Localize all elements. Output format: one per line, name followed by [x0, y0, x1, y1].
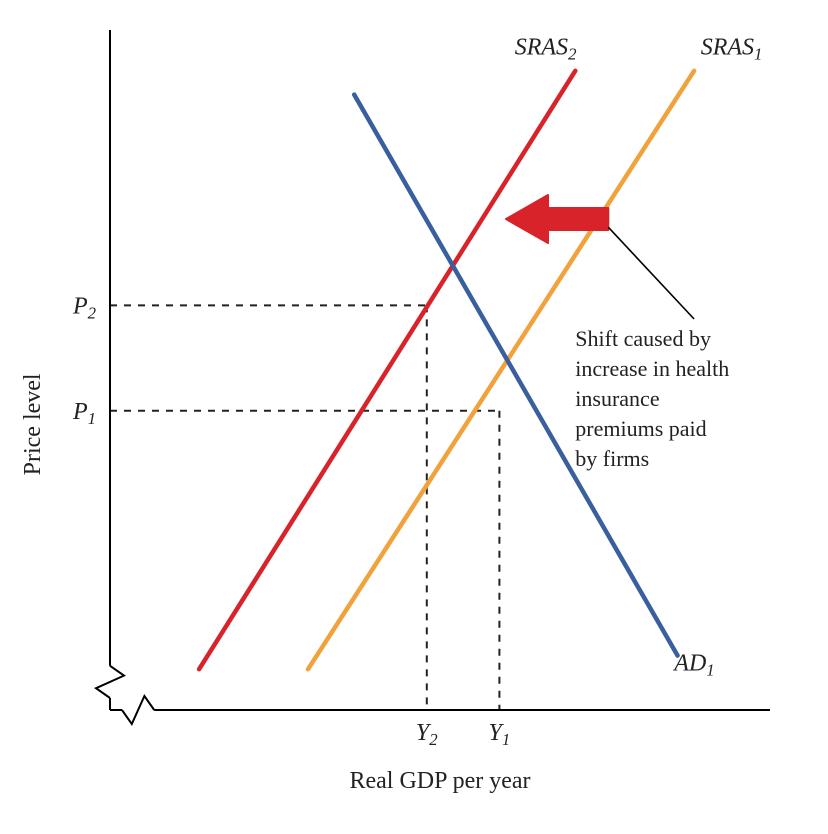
svg-text:by firms: by firms [575, 446, 649, 471]
sras2-label: SRAS2 [515, 34, 577, 63]
sras-shift-diagram: { "layout": { "width": 828, "height": 83… [0, 0, 828, 834]
svg-text:Shift caused by: Shift caused by [575, 326, 711, 351]
svg-text:premiums paid: premiums paid [575, 416, 706, 441]
svg-text:insurance: insurance [575, 386, 659, 411]
sras1-label: SRAS1 [701, 34, 763, 63]
x-axis-label: Real GDP per year [349, 768, 530, 794]
svg-text:increase in health: increase in health [575, 356, 729, 381]
chart-svg: SRAS1SRAS2AD1Shift caused byincrease in … [0, 0, 828, 834]
y-axis-label: Price level [20, 373, 46, 475]
